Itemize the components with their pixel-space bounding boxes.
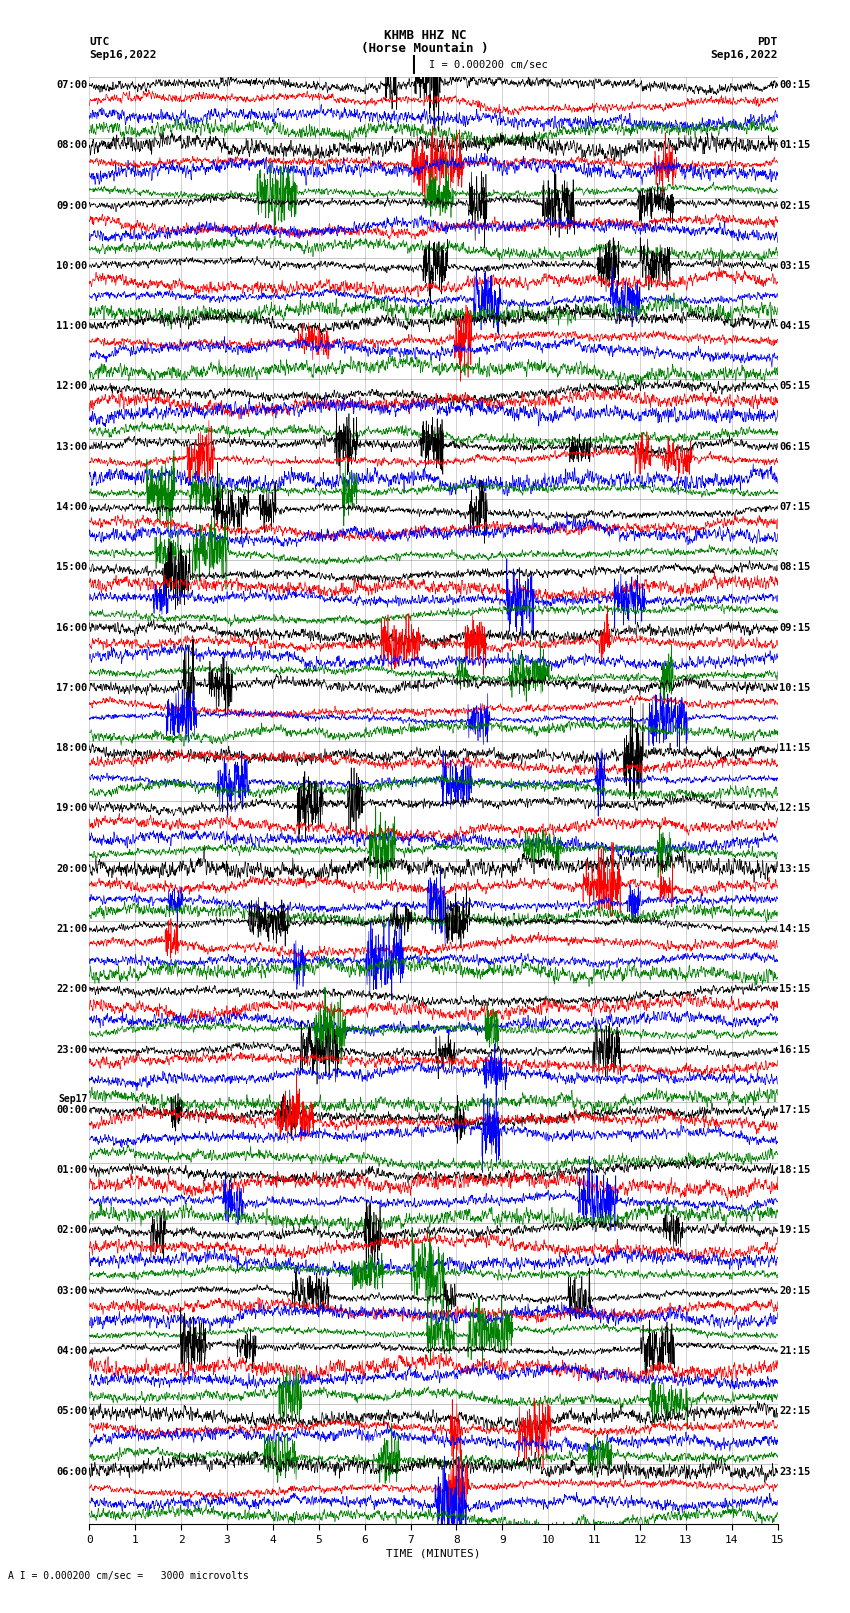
Text: 15:15: 15:15 — [779, 984, 811, 994]
X-axis label: TIME (MINUTES): TIME (MINUTES) — [386, 1548, 481, 1558]
Text: 02:15: 02:15 — [779, 200, 811, 211]
Text: 04:15: 04:15 — [779, 321, 811, 331]
Text: 07:00: 07:00 — [56, 81, 88, 90]
Text: UTC: UTC — [89, 37, 110, 47]
Text: 16:00: 16:00 — [56, 623, 88, 632]
Text: 21:15: 21:15 — [779, 1345, 811, 1357]
Text: Sep16,2022: Sep16,2022 — [711, 50, 778, 60]
Text: 02:00: 02:00 — [56, 1226, 88, 1236]
Text: 10:00: 10:00 — [56, 261, 88, 271]
Text: (Horse Mountain ): (Horse Mountain ) — [361, 42, 489, 55]
Text: I = 0.000200 cm/sec: I = 0.000200 cm/sec — [429, 60, 548, 69]
Text: 13:00: 13:00 — [56, 442, 88, 452]
Text: 23:15: 23:15 — [779, 1466, 811, 1476]
Text: 06:15: 06:15 — [779, 442, 811, 452]
Text: 00:00: 00:00 — [56, 1105, 88, 1115]
Text: 03:15: 03:15 — [779, 261, 811, 271]
Text: 12:00: 12:00 — [56, 381, 88, 392]
Text: 14:00: 14:00 — [56, 502, 88, 511]
Text: 22:00: 22:00 — [56, 984, 88, 994]
Text: 01:15: 01:15 — [779, 140, 811, 150]
Text: 17:15: 17:15 — [779, 1105, 811, 1115]
Text: 16:15: 16:15 — [779, 1045, 811, 1055]
Text: 04:00: 04:00 — [56, 1345, 88, 1357]
Text: 07:15: 07:15 — [779, 502, 811, 511]
Text: PDT: PDT — [757, 37, 778, 47]
Text: 13:15: 13:15 — [779, 863, 811, 874]
Text: 12:15: 12:15 — [779, 803, 811, 813]
Text: 01:00: 01:00 — [56, 1165, 88, 1176]
Text: 23:00: 23:00 — [56, 1045, 88, 1055]
Text: 17:00: 17:00 — [56, 682, 88, 694]
Text: 08:00: 08:00 — [56, 140, 88, 150]
Text: 00:15: 00:15 — [779, 81, 811, 90]
Text: 10:15: 10:15 — [779, 682, 811, 694]
Text: 22:15: 22:15 — [779, 1407, 811, 1416]
Text: 21:00: 21:00 — [56, 924, 88, 934]
Text: 19:15: 19:15 — [779, 1226, 811, 1236]
Text: 09:00: 09:00 — [56, 200, 88, 211]
Text: 11:15: 11:15 — [779, 744, 811, 753]
Text: 03:00: 03:00 — [56, 1286, 88, 1295]
Text: KHMB HHZ NC: KHMB HHZ NC — [383, 29, 467, 42]
Text: A I = 0.000200 cm/sec =   3000 microvolts: A I = 0.000200 cm/sec = 3000 microvolts — [8, 1571, 249, 1581]
Text: 05:00: 05:00 — [56, 1407, 88, 1416]
Text: 15:00: 15:00 — [56, 563, 88, 573]
Text: Sep16,2022: Sep16,2022 — [89, 50, 156, 60]
Text: 09:15: 09:15 — [779, 623, 811, 632]
Text: 18:15: 18:15 — [779, 1165, 811, 1176]
Text: 19:00: 19:00 — [56, 803, 88, 813]
Text: 11:00: 11:00 — [56, 321, 88, 331]
Text: Sep17: Sep17 — [58, 1094, 88, 1105]
Text: 08:15: 08:15 — [779, 563, 811, 573]
Text: 20:15: 20:15 — [779, 1286, 811, 1295]
Text: 06:00: 06:00 — [56, 1466, 88, 1476]
Text: 20:00: 20:00 — [56, 863, 88, 874]
Text: 05:15: 05:15 — [779, 381, 811, 392]
Text: 18:00: 18:00 — [56, 744, 88, 753]
Text: 14:15: 14:15 — [779, 924, 811, 934]
